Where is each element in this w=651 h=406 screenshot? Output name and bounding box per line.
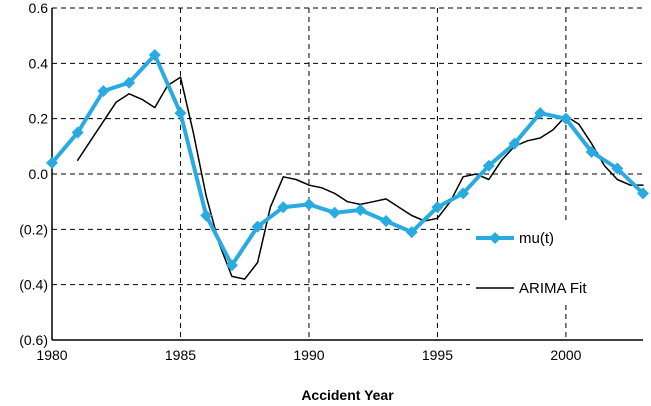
data-point-mu <box>637 187 649 200</box>
data-point-mu <box>585 145 598 158</box>
data-point-mu <box>431 201 444 214</box>
data-point-mu <box>174 107 187 120</box>
data-point-mu <box>302 198 315 211</box>
x-tick-label: 1990 <box>293 347 324 363</box>
data-point-mu <box>559 112 572 125</box>
grid-lines <box>52 7 643 340</box>
data-point-mu <box>123 76 136 89</box>
y-tick-label: 0.0 <box>29 166 49 182</box>
data-point-mu <box>71 126 84 139</box>
legend-label-mu: mu(t) <box>519 230 554 247</box>
axes <box>51 8 643 341</box>
x-axis-title: Accident Year <box>301 387 394 403</box>
data-point-mu <box>354 203 367 216</box>
x-tick-labels: 1980 1985 1990 1995 2000 <box>36 347 581 363</box>
data-point-mu <box>277 201 290 214</box>
data-point-mu <box>148 49 161 62</box>
y-tick-label: (0.2) <box>19 221 48 237</box>
data-point-mu <box>380 215 393 228</box>
y-tick-label: (0.4) <box>19 277 48 293</box>
x-tick-label: 2000 <box>550 347 581 363</box>
data-point-mu <box>405 226 418 239</box>
x-tick-label: 1985 <box>165 347 196 363</box>
legend-label-arima: ARIMA Fit <box>519 280 587 297</box>
data-point-mu <box>534 107 547 120</box>
x-tick-label: 1995 <box>422 347 453 363</box>
data-point-mu <box>97 85 110 97</box>
data-point-mu <box>508 137 521 150</box>
y-tick-label: 0.4 <box>29 55 49 71</box>
data-point-mu <box>328 206 341 219</box>
y-tick-label: (0.6) <box>19 332 48 348</box>
legend: mu(t) ARIMA Fit <box>470 222 642 304</box>
y-tick-labels: 0.6 0.4 0.2 0.0 (0.2) (0.4) (0.6) <box>19 0 48 348</box>
data-point-mu <box>457 187 470 200</box>
y-tick-label: 0.2 <box>29 111 49 127</box>
legend-marker-mu <box>489 232 501 244</box>
y-tick-label: 0.6 <box>29 0 49 16</box>
x-tick-label: 1980 <box>36 347 67 363</box>
series <box>46 49 649 280</box>
data-point-mu <box>482 159 495 172</box>
data-point-mu <box>46 156 58 169</box>
data-point-mu <box>200 209 213 222</box>
data-point-mu <box>251 220 264 233</box>
data-point-mu <box>225 259 238 272</box>
data-point-mu <box>611 162 624 175</box>
